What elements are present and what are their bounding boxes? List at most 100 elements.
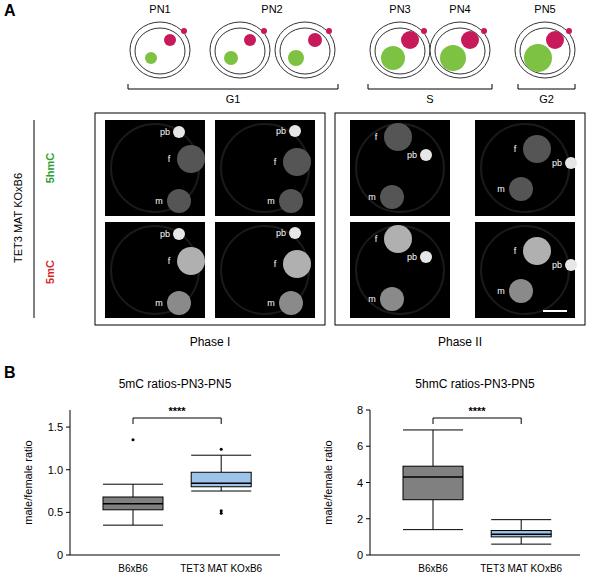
whisker xyxy=(133,484,134,497)
stage-label: PN5 xyxy=(534,3,555,15)
box xyxy=(491,531,551,537)
y-tick-label: 4 xyxy=(357,477,363,489)
stain-label: 5hmC xyxy=(44,153,56,184)
phase-frame xyxy=(335,113,585,325)
median xyxy=(191,483,251,485)
box xyxy=(191,472,251,487)
zona xyxy=(515,22,575,78)
outlier xyxy=(220,509,223,512)
significance-bracket xyxy=(133,418,221,424)
structure-label: pb xyxy=(276,126,286,136)
y-axis xyxy=(70,410,71,555)
category-label: TET3 MAT KOxB6 xyxy=(480,563,562,574)
nucleus-signal xyxy=(523,135,551,163)
y-tick-label: 2 xyxy=(357,513,363,525)
structure-label: m xyxy=(497,286,505,296)
category-label: B6xB6 xyxy=(118,563,148,574)
whisker xyxy=(521,537,522,544)
nucleus-signal xyxy=(279,291,303,315)
nucleus-signal xyxy=(167,189,191,213)
category-label: TET3 MAT KOxB6 xyxy=(180,563,262,574)
nucleus-signal xyxy=(565,259,577,271)
image-background xyxy=(475,120,575,216)
nucleus-signal xyxy=(523,237,551,265)
zona xyxy=(130,22,190,78)
image-background xyxy=(350,222,450,318)
whisker-cap xyxy=(191,455,251,456)
outlier xyxy=(132,438,135,441)
y-tick-label: 8 xyxy=(357,404,363,416)
female-pronucleus xyxy=(546,31,564,49)
category-label: B6xB6 xyxy=(418,563,448,574)
cell-membrane xyxy=(215,28,265,74)
polar-body xyxy=(181,28,187,34)
y-tick-label: 0.5 xyxy=(48,506,63,518)
box xyxy=(103,497,163,510)
whisker xyxy=(133,510,134,525)
nucleus-signal xyxy=(509,177,533,201)
cell-cycle-label: S xyxy=(426,93,433,105)
stage-label: PN2 xyxy=(261,3,282,15)
nucleus-signal xyxy=(279,189,303,213)
male-pronucleus xyxy=(381,46,405,70)
structure-label: pb xyxy=(552,260,562,270)
structure-label: f xyxy=(274,157,277,167)
y-tick xyxy=(366,446,370,447)
structure-label: f xyxy=(168,154,171,164)
structure-label: m xyxy=(368,294,376,304)
figure: ABPN1PN2PN3PN4PN5G1SG2TET3 MAT KOxB65hmC… xyxy=(0,0,600,587)
nucleus-signal xyxy=(177,145,205,173)
nucleus-signal xyxy=(420,251,432,263)
polar-body xyxy=(421,28,427,34)
cell-membrane xyxy=(435,28,485,74)
zona xyxy=(275,22,335,78)
micrograph: pbfm xyxy=(105,120,205,216)
box-chart: 5hmC ratios-PN3-PN5male/female ratio0246… xyxy=(322,377,580,574)
panel-label: B xyxy=(4,364,16,381)
micrograph: pbfm xyxy=(215,120,315,216)
box-chart: 5mC ratios-PN3-PN5male/female ratio00.51… xyxy=(22,377,280,574)
whisker xyxy=(521,520,522,531)
polar-body xyxy=(261,28,267,34)
zona xyxy=(430,22,490,78)
female-pronucleus xyxy=(401,31,419,49)
y-tick-label: 0 xyxy=(57,549,63,561)
phase-bracket xyxy=(128,84,338,89)
x-axis xyxy=(370,555,580,556)
median xyxy=(403,476,463,478)
x-axis xyxy=(70,555,280,556)
y-tick xyxy=(66,512,70,513)
y-tick xyxy=(66,427,70,428)
female-pronucleus xyxy=(461,31,479,49)
nucleus-signal xyxy=(173,126,185,138)
y-tick xyxy=(66,555,70,556)
outlier xyxy=(220,512,223,515)
phase-bracket xyxy=(368,84,492,89)
nucleus-signal xyxy=(177,247,205,275)
zygote-diagram xyxy=(515,22,575,78)
median xyxy=(103,503,163,505)
cell-membrane xyxy=(135,28,185,74)
stain-label: 5mC xyxy=(44,260,56,284)
female-pronucleus xyxy=(244,34,256,46)
female-pronucleus xyxy=(164,34,176,46)
y-tick xyxy=(366,482,370,483)
structure-label: pb xyxy=(407,150,417,160)
y-tick-label: 6 xyxy=(357,440,363,452)
stage-label: PN3 xyxy=(389,3,410,15)
row-bracket xyxy=(34,120,35,318)
nucleus-signal xyxy=(380,287,404,311)
micrograph: fpbm xyxy=(350,222,450,318)
micrograph: fpbm xyxy=(475,120,577,216)
embryo-outline xyxy=(356,124,444,212)
nucleus-signal xyxy=(509,279,533,303)
embryo-outline xyxy=(356,226,444,314)
structure-label: m xyxy=(155,196,163,206)
male-pronucleus xyxy=(288,50,304,66)
female-pronucleus xyxy=(308,33,322,47)
zona xyxy=(210,22,270,78)
nucleus-signal xyxy=(384,225,412,253)
structure-label: f xyxy=(274,259,277,269)
structure-label: pb xyxy=(407,252,417,262)
structure-label: f xyxy=(168,256,171,266)
